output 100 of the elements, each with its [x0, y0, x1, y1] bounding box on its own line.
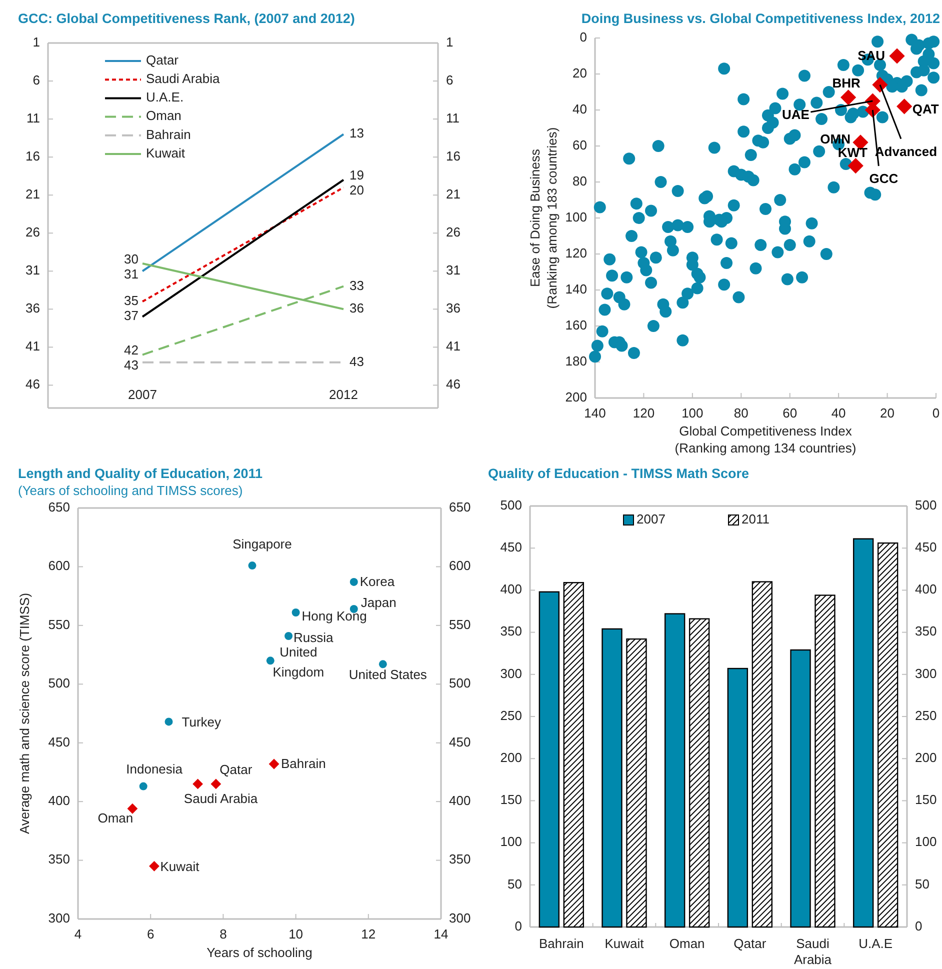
y2-tick-label: 50: [915, 876, 930, 892]
point: [378, 660, 387, 668]
y-tick-label: 400: [500, 582, 522, 597]
chart-title: Length and Quality of Education, 2011: [18, 466, 264, 481]
annotation: Turkey: [182, 715, 222, 730]
y2-tick-label: 400: [915, 582, 937, 597]
y2-tick-label: 450: [915, 540, 937, 555]
y-tick-label: 450: [500, 540, 522, 555]
point: [889, 48, 905, 64]
y-tick-label: 180: [565, 353, 587, 368]
y2-tick-label: 46: [446, 376, 460, 392]
point: [284, 632, 293, 640]
legend-label: Qatar: [146, 52, 180, 68]
annotation: KWT: [838, 145, 868, 160]
point: [896, 98, 912, 114]
legend-label: 2011: [742, 511, 770, 526]
annotation: Bahrain: [281, 756, 326, 772]
data-label: 36: [350, 300, 364, 316]
data-label: 31: [124, 266, 138, 282]
data-label: 33: [350, 278, 364, 293]
x-axis-title: Years of schooling: [206, 945, 312, 960]
y2-tick-label: 31: [446, 262, 460, 278]
bar: [664, 613, 686, 928]
annotation: Hong Kong: [302, 608, 367, 624]
annotation: QAT: [912, 102, 939, 117]
y-tick-label: 650: [48, 499, 70, 514]
x-tick-label: Kuwait: [604, 936, 644, 952]
x-tick-label: 8: [220, 926, 227, 942]
bar: [688, 618, 710, 928]
y2-tick-label: 550: [449, 616, 471, 632]
data-label: 43: [124, 358, 138, 373]
y-tick-label: 36: [26, 300, 40, 316]
point: [139, 782, 148, 790]
bar: [852, 538, 874, 928]
y-tick-label: 26: [26, 224, 40, 240]
y-tick-label: 200: [565, 389, 587, 404]
data-label: 43: [350, 354, 364, 369]
data-label: 20: [350, 182, 364, 198]
bar: [563, 582, 584, 928]
annotation: Qatar: [220, 762, 253, 778]
legend-label: 2007: [636, 511, 666, 526]
legend-label: U.A.E.: [146, 90, 184, 105]
chart-title: GCC: Global Competitiveness Rank, (2007 and 2012): [18, 11, 355, 26]
x-tick-label: 4: [74, 926, 82, 942]
bar: [602, 628, 622, 928]
bar: [538, 591, 560, 928]
data-label: 19: [350, 168, 364, 183]
legend-label: Bahrain: [146, 126, 191, 142]
annotation: Japan: [360, 595, 396, 610]
y-tick-label: 300: [500, 666, 522, 681]
point: [127, 803, 138, 814]
y2-tick-label: 650: [449, 499, 471, 514]
y2-tick-label: 400: [449, 793, 471, 808]
y-tick-label: 300: [48, 910, 70, 926]
point: [872, 77, 888, 93]
y-tick-label: 41: [26, 338, 40, 354]
y-tick-label: 31: [26, 262, 40, 278]
x-tick-label: Bahrain: [539, 936, 584, 952]
x-tick-label: 60: [782, 405, 798, 420]
y2-tick-label: 1: [446, 34, 454, 50]
y2-tick-label: 26: [446, 224, 460, 240]
annotation: Saudi Arabia: [184, 791, 258, 806]
y-tick-label: 0: [580, 29, 587, 44]
annotation: UAE: [782, 107, 810, 122]
annotation: United Kingdom: [272, 645, 324, 680]
y-tick-label: 600: [48, 558, 70, 574]
y2-tick-label: 500: [915, 497, 937, 512]
annotation: Russia: [294, 630, 334, 646]
bar: [752, 581, 773, 928]
x-tick-label: 0: [932, 405, 940, 420]
x-tick-label: 2012: [329, 387, 358, 402]
chart-subtitle: (Years of schooling and TIMSS scores): [18, 483, 243, 498]
y2-tick-label: 300: [449, 910, 471, 926]
y2-tick-label: 250: [915, 708, 937, 723]
data-label: 37: [124, 308, 138, 324]
annotation: Indonesia: [126, 762, 184, 777]
annotation: OMN: [820, 132, 850, 147]
y-tick-label: 120: [565, 245, 587, 260]
point: [248, 562, 256, 570]
point: [268, 758, 280, 770]
point: [164, 718, 173, 726]
bar: [626, 638, 647, 928]
y-tick-label: 80: [572, 173, 587, 188]
annotation: Korea: [360, 574, 396, 590]
point: [149, 860, 160, 872]
y-tick-label: 200: [500, 750, 522, 766]
legend-label: Kuwait: [146, 145, 186, 160]
legend-label: Saudi Arabia: [146, 71, 220, 86]
y-tick-label: 500: [500, 497, 522, 512]
y2-tick-label: 350: [449, 852, 471, 867]
x-tick-label: 80: [734, 405, 748, 420]
annotation: Kuwait: [160, 860, 200, 875]
y-tick-label: 100: [565, 209, 587, 224]
y2-tick-label: 100: [915, 834, 937, 850]
y2-tick-label: 350: [915, 624, 937, 639]
point: [192, 778, 203, 790]
y-tick-label: 250: [500, 708, 522, 723]
annotation: Singapore: [232, 536, 292, 552]
y-tick-label: 500: [48, 676, 70, 691]
data-label: 35: [124, 292, 138, 308]
